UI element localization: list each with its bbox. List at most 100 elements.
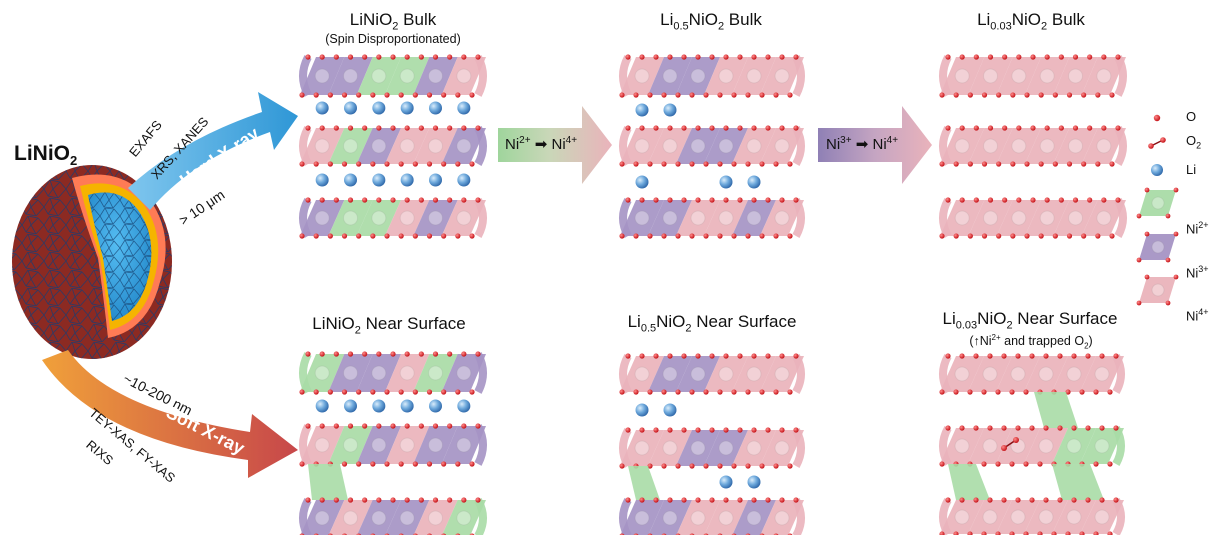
slab-cap <box>939 198 952 238</box>
octahedron <box>648 500 692 535</box>
oxygen-atom <box>1109 233 1115 239</box>
octahedron <box>300 500 345 535</box>
oxygen-atom <box>1107 389 1113 395</box>
ni-atom <box>456 365 472 381</box>
oxygen-atom <box>759 389 765 395</box>
slab <box>299 351 487 395</box>
oxygen-atom <box>432 351 439 357</box>
slab-cap <box>1112 354 1125 394</box>
oxygen-atom <box>967 233 973 239</box>
oxygen-atom <box>370 161 376 167</box>
octahedron <box>760 200 804 236</box>
slab-cap <box>792 55 805 97</box>
oxygen-atom <box>709 497 715 503</box>
slab-cap <box>792 498 805 535</box>
hard-xray-arrow <box>128 92 298 210</box>
oxygen-atom <box>384 161 390 167</box>
oxygen-atom <box>412 461 418 467</box>
panel-title-bulk-3: Li0.03NiO2 Bulk <box>977 10 1085 33</box>
oxygen-atom <box>745 161 751 167</box>
soft-xray-arrow <box>42 350 298 478</box>
oxygen-atom <box>461 497 467 503</box>
ni-atom <box>634 210 650 226</box>
oxygen-atom <box>370 461 376 467</box>
octahedron <box>300 200 345 236</box>
oxygen-atom <box>987 197 994 203</box>
oxygen-atom <box>619 389 625 395</box>
slab-cap <box>474 126 487 166</box>
oxygen-atom <box>717 463 723 469</box>
transition-arrow-1 <box>498 106 612 184</box>
ni-atom <box>954 138 970 154</box>
oxygen-atom <box>681 54 687 60</box>
oxygen-atom <box>1052 161 1058 167</box>
octahedron <box>620 200 664 236</box>
oxygen-atom <box>987 353 993 359</box>
oxygen-atom <box>376 197 382 203</box>
oxygen-atom <box>455 461 461 467</box>
slab <box>939 425 1125 467</box>
ni-atom <box>343 68 358 84</box>
oxygen-atom <box>404 54 410 60</box>
oxygen-atom <box>996 233 1002 239</box>
oxygen-atom <box>709 197 715 203</box>
oxygen-atom <box>639 197 645 203</box>
oxygen-atom <box>793 54 799 60</box>
octahedron <box>704 430 748 466</box>
oxygen-atom <box>475 125 481 131</box>
oxygen-atom <box>945 353 951 359</box>
legend-oxygen-atom <box>1136 300 1142 306</box>
slab <box>299 423 487 467</box>
oxygen-atom <box>987 497 993 503</box>
oxygen-atom <box>787 233 793 239</box>
oxygen-atom <box>1072 197 1079 203</box>
oxygen-atom <box>939 461 945 467</box>
lithium-atom <box>400 173 414 187</box>
oxygen-atom <box>327 233 333 239</box>
slab-cap <box>474 498 487 535</box>
oxygen-atom <box>973 497 979 503</box>
panel-note-bulk-1: (Spin Disproportionated) <box>325 32 461 46</box>
octahedron <box>413 354 458 392</box>
oxygen-atom <box>667 54 673 60</box>
oxygen-atom <box>1058 125 1064 131</box>
lithium-atom <box>400 399 414 413</box>
oxygen-atom <box>347 423 354 429</box>
slab <box>619 197 805 239</box>
trapped-o2-atom <box>1001 445 1007 451</box>
oxygen-atom <box>305 125 311 131</box>
slab-cap <box>939 497 952 535</box>
oxygen-atom <box>765 353 771 359</box>
octahedron <box>1025 128 1070 164</box>
slab <box>619 125 805 167</box>
lithium-atom <box>719 475 733 489</box>
oxygen-atom <box>333 351 339 357</box>
oxygen-atom <box>625 54 631 60</box>
oxygen-atom <box>362 497 368 503</box>
lithium-atom <box>429 173 442 187</box>
octahedron <box>413 200 458 236</box>
oxygen-atom <box>1044 54 1050 60</box>
oxygen-atom <box>967 92 973 98</box>
ni-atom <box>371 365 387 381</box>
oxygen-atom <box>773 161 779 167</box>
oxygen-atom <box>745 389 751 395</box>
slab-cap <box>939 126 952 166</box>
slab <box>299 497 487 535</box>
oxygen-atom <box>731 389 737 395</box>
oxygen-atom <box>973 425 979 431</box>
oxygen-atom <box>995 389 1001 395</box>
ni-atom <box>1038 509 1054 525</box>
ni-atom <box>983 138 998 154</box>
oxygen-atom <box>1081 161 1087 167</box>
panel-title-bulk-1: LiNiO2 Bulk <box>349 10 437 33</box>
lithium-row <box>315 173 471 187</box>
oxygen-atom <box>1001 497 1007 503</box>
octahedron <box>1081 200 1126 236</box>
oxygen-atom <box>455 389 461 395</box>
oxygen-atom <box>412 161 418 167</box>
octahedron <box>441 426 486 464</box>
panel-note-surface-3: (↑Ni2+ and trapped O2) <box>969 333 1093 351</box>
slab-cap <box>299 198 312 238</box>
oxygen-atom <box>667 497 673 503</box>
